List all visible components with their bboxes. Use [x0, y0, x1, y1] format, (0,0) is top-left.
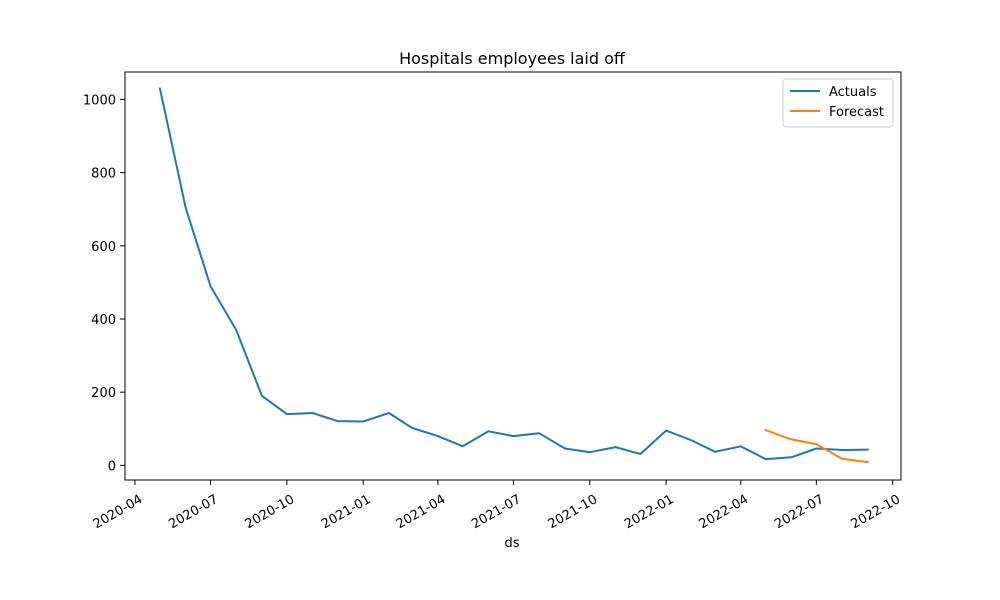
y-axis-ticks: 0 200 400 600 800 1000 [83, 93, 125, 474]
series-line-forecast [764, 428, 869, 464]
y-tick-label: 0 [108, 459, 116, 474]
legend: Actuals Forecast [782, 78, 894, 128]
chart-title: Hospitals employees laid off [399, 49, 626, 68]
legend-label-actuals: Actuals [829, 85, 877, 100]
legend-label-forecast: Forecast [829, 105, 884, 120]
x-axis-label: ds [504, 536, 519, 551]
y-tick-label: 200 [91, 386, 116, 401]
y-tick-label: 1000 [83, 93, 116, 108]
series-lines [158, 87, 869, 464]
y-tick-label: 400 [91, 313, 116, 328]
y-tick-label: 600 [91, 240, 116, 255]
series-line-actuals [158, 87, 869, 461]
y-tick-label: 800 [91, 167, 116, 182]
